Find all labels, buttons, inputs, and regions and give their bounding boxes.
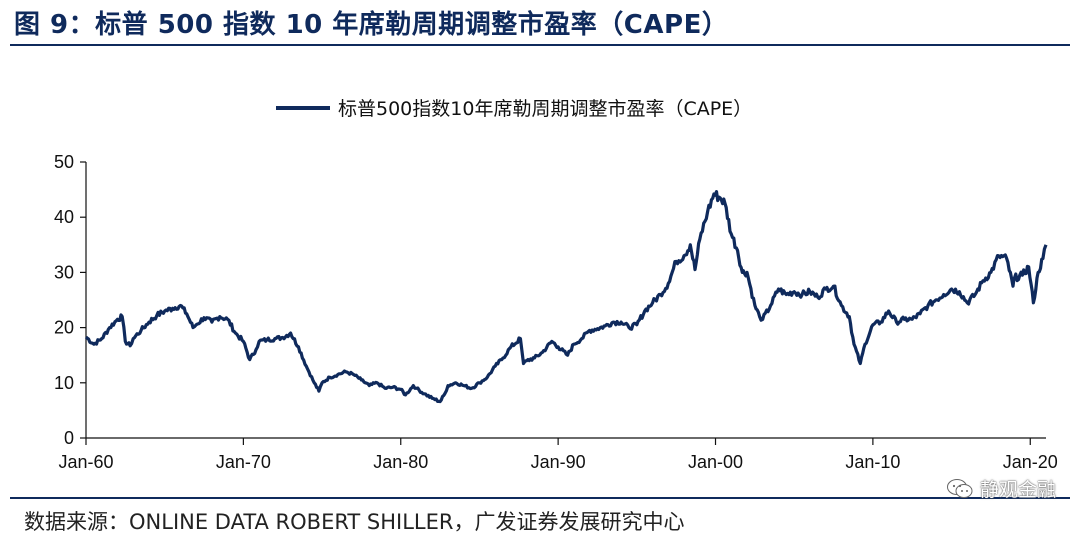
wechat-icon [946,478,973,498]
y-tick-label: 0 [64,428,74,448]
x-tick-label: Jan-20 [1003,452,1058,472]
y-tick-label: 50 [54,152,74,172]
watermark: 静观金融 [946,475,1056,502]
chart-legend: 标普500指数10年席勒周期调整市盈率（CAPE） [276,98,752,120]
figure-title: 图 9：标普 500 指数 10 年席勒周期调整市盈率（CAPE） [14,10,729,40]
y-tick-label: 30 [54,262,74,282]
x-tick-label: Jan-00 [688,452,743,472]
y-tick-label: 10 [54,373,74,393]
y-tick-label: 40 [54,207,74,227]
cape-line-chart: 标普500指数10年席勒周期调整市盈率（CAPE） 0 10 20 30 40 50 Jan… [54,98,1058,472]
series-line-cape [84,190,1048,404]
x-tick-label: Jan-60 [58,452,113,472]
y-tick-label: 20 [54,318,74,338]
watermark-text: 静观金融 [979,479,1056,501]
legend-label: 标普500指数10年席勒周期调整市盈率（CAPE） [338,98,752,120]
source-note: 数据来源：ONLINE DATA ROBERT SHILLER，广发证券发展研究… [24,510,685,534]
title-divider [10,44,1070,46]
x-tick-label: Jan-10 [845,452,900,472]
plot-area [84,190,1048,404]
x-tick-label: Jan-70 [216,452,271,472]
chart-axes: 0 10 20 30 40 50 Jan-60 Jan-70 Jan-80 Jan-90 Jan-0… [54,152,1058,472]
x-tick-label: Jan-90 [531,452,586,472]
x-tick-label: Jan-80 [373,452,428,472]
footer-divider [10,497,1070,499]
